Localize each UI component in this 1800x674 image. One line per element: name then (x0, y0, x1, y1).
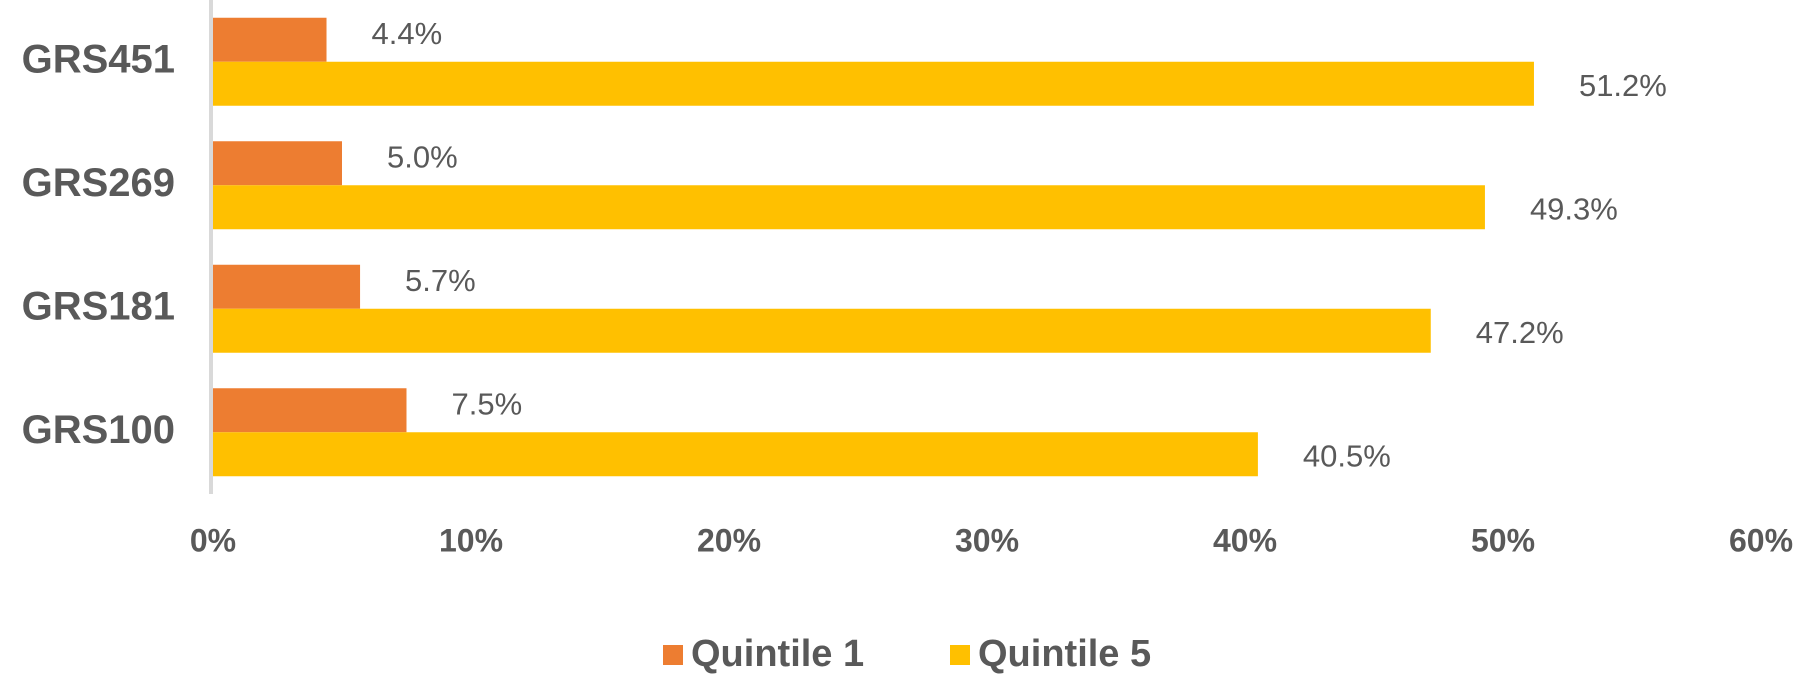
bar (213, 432, 1258, 477)
bar (213, 308, 1431, 353)
value-label: 4.4% (372, 16, 443, 51)
y-tick-label: GRS100 (22, 408, 175, 452)
value-label: 7.5% (452, 386, 523, 421)
bar (213, 17, 327, 62)
bar (213, 185, 1485, 230)
value-label: 40.5% (1303, 438, 1391, 473)
value-label: 5.0% (387, 139, 458, 174)
bar (213, 388, 407, 433)
x-tick-label: 20% (697, 522, 761, 558)
x-tick-label: 60% (1729, 522, 1793, 558)
legend-swatch (663, 645, 683, 665)
legend-label: Quintile 1 (691, 633, 864, 674)
bar (213, 61, 1534, 106)
y-tick-label: GRS451 (22, 37, 175, 81)
y-tick-label: GRS181 (22, 284, 175, 328)
value-label: 49.3% (1530, 191, 1618, 226)
value-label: 5.7% (405, 263, 476, 298)
legend-label: Quintile 5 (978, 633, 1151, 674)
x-tick-label: 10% (439, 522, 503, 558)
value-label: 47.2% (1476, 315, 1564, 350)
bar (213, 141, 342, 186)
value-label: 51.2% (1579, 68, 1667, 103)
x-tick-label: 0% (190, 522, 236, 558)
x-tick-label: 30% (955, 522, 1019, 558)
x-tick-label: 50% (1471, 522, 1535, 558)
x-tick-label: 40% (1213, 522, 1277, 558)
legend-swatch (950, 645, 970, 665)
y-tick-label: GRS269 (22, 161, 175, 205)
bar (213, 264, 361, 309)
